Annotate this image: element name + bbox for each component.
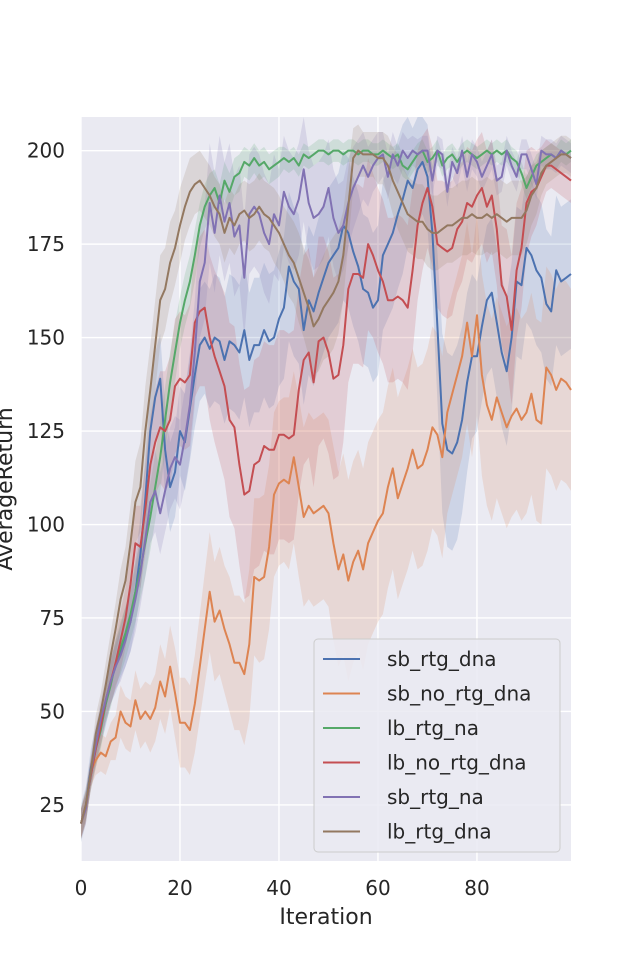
y-tick-label: 50 [40,699,65,723]
x-tick-label: 60 [365,876,390,900]
band-sb_rtg_dna [81,117,571,843]
y-tick-label: 75 [40,606,65,630]
band-sb_no_rtg_dna [81,214,571,839]
legend-label-sb_no_rtg_dna: sb_no_rtg_dna [387,682,531,706]
legend-label-lb_no_rtg_dna: lb_no_rtg_dna [387,751,527,775]
y-tick-label: 150 [27,326,65,350]
x-axis-label: Iteration [279,905,372,930]
line-sb_rtg_na [80,149,572,824]
line-lb_rtg_dna [80,149,572,824]
band-lb_no_rtg_dna [81,128,571,839]
line-lb_rtg_na [80,149,572,824]
legend-label-lb_rtg_dna: lb_rtg_dna [387,820,492,844]
grid-lines [80,117,571,861]
y-axis-label: AverageReturn [0,407,18,570]
x-tick-label: 20 [167,876,192,900]
line-lb_no_rtg_dna [80,164,572,824]
x-tick-label: 80 [464,876,489,900]
y-tick-label: 200 [27,139,65,163]
x-tick-label: 0 [75,876,88,900]
legend-label-lb_rtg_na: lb_rtg_na [387,716,479,740]
y-tick-label: 175 [27,232,65,256]
x-tick-label: 40 [266,876,291,900]
line-sb_no_rtg_dna [80,314,572,824]
legend-label-sb_rtg_dna: sb_rtg_dna [387,647,497,671]
band-sb_rtg_na [81,117,571,839]
y-tick-label: 25 [40,793,65,817]
series-lines [80,149,572,824]
y-tick-label: 100 [27,513,65,537]
legend-label-sb_rtg_na: sb_rtg_na [387,785,484,809]
legend: sb_rtg_dna sb_no_rtg_dna lb_rtg_na lb_no_rt… [313,638,561,853]
line-sb_rtg_dna [80,160,572,824]
tick-labels: 0 20 40 60 80 25 50 75 100 125 150 175 200 [27,139,490,900]
legend-box [313,638,561,853]
y-tick-label: 125 [27,419,65,443]
